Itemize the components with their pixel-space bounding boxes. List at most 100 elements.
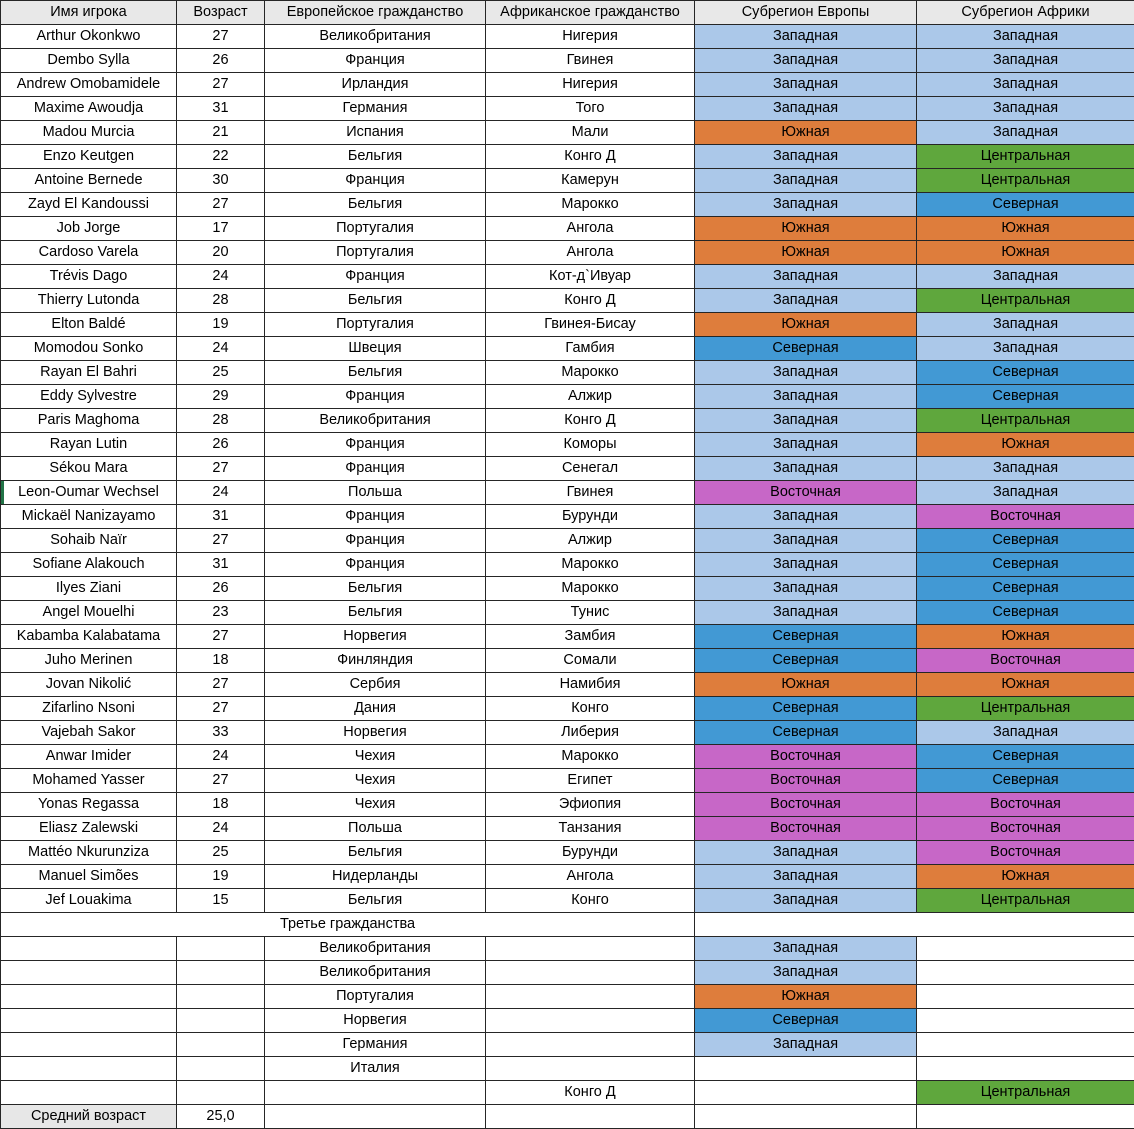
africa-subregion-cell[interactable]: Западная — [917, 49, 1134, 73]
player-name-cell[interactable]: Jovan Nikolić — [1, 673, 177, 697]
africa-subregion-cell[interactable]: Восточная — [917, 841, 1134, 865]
euro-citizenship-cell[interactable]: Швеция — [265, 337, 486, 361]
african-citizenship-cell[interactable]: Алжир — [486, 385, 695, 409]
africa-subregion-cell[interactable]: Западная — [917, 265, 1134, 289]
player-name-cell[interactable]: Yonas Regassa — [1, 793, 177, 817]
africa-subregion-cell[interactable]: Восточная — [917, 505, 1134, 529]
african-citizenship-cell[interactable]: Конго — [486, 697, 695, 721]
age-cell[interactable]: 26 — [177, 49, 265, 73]
europe-subregion-cell[interactable]: Западная — [695, 49, 917, 73]
age-cell[interactable]: 24 — [177, 481, 265, 505]
age-cell[interactable]: 15 — [177, 889, 265, 913]
euro-citizenship-cell[interactable]: Италия — [265, 1057, 486, 1081]
africa-subregion-cell[interactable]: Северная — [917, 193, 1134, 217]
player-name-cell[interactable]: Manuel Simões — [1, 865, 177, 889]
player-name-cell[interactable]: Ilyes Ziani — [1, 577, 177, 601]
europe-subregion-cell[interactable]: Западная — [695, 577, 917, 601]
euro-citizenship-cell[interactable]: Франция — [265, 457, 486, 481]
african-citizenship-cell[interactable] — [486, 937, 695, 961]
player-name-cell[interactable]: Sohaib Naïr — [1, 529, 177, 553]
player-name-cell[interactable]: Anwar Imider — [1, 745, 177, 769]
player-name-cell[interactable]: Andrew Omobamidele — [1, 73, 177, 97]
empty-cell[interactable] — [177, 1033, 265, 1057]
empty-cell[interactable] — [265, 1105, 486, 1129]
african-citizenship-cell[interactable]: Замбия — [486, 625, 695, 649]
player-name-cell[interactable]: Zifarlino Nsoni — [1, 697, 177, 721]
empty-cell[interactable] — [1, 1009, 177, 1033]
player-name-cell[interactable]: Paris Maghoma — [1, 409, 177, 433]
africa-subregion-cell[interactable]: Восточная — [917, 793, 1134, 817]
age-cell[interactable]: 24 — [177, 817, 265, 841]
euro-citizenship-cell[interactable]: Чехия — [265, 745, 486, 769]
african-citizenship-cell[interactable] — [486, 1057, 695, 1081]
african-citizenship-cell[interactable]: Нигерия — [486, 73, 695, 97]
african-citizenship-cell[interactable]: Марокко — [486, 193, 695, 217]
header-age[interactable]: Возраст — [177, 1, 265, 25]
player-name-cell[interactable]: Momodou Sonko — [1, 337, 177, 361]
empty-cell[interactable] — [1, 937, 177, 961]
europe-subregion-cell[interactable]: Западная — [695, 937, 917, 961]
europe-subregion-cell[interactable]: Восточная — [695, 481, 917, 505]
europe-subregion-cell[interactable]: Северная — [695, 721, 917, 745]
player-name-cell[interactable]: Rayan El Bahri — [1, 361, 177, 385]
player-name-cell[interactable]: Mohamed Yasser — [1, 769, 177, 793]
empty-cell[interactable] — [177, 1081, 265, 1105]
african-citizenship-cell[interactable]: Конго Д — [486, 1081, 695, 1105]
header-african-citizenship[interactable]: Африканское гражданство — [486, 1, 695, 25]
age-cell[interactable]: 26 — [177, 577, 265, 601]
player-name-cell[interactable]: Arthur Okonkwo — [1, 25, 177, 49]
player-name-cell[interactable]: Juho Merinen — [1, 649, 177, 673]
euro-citizenship-cell[interactable]: Франция — [265, 505, 486, 529]
euro-citizenship-cell[interactable]: Сербия — [265, 673, 486, 697]
euro-citizenship-cell[interactable]: Франция — [265, 49, 486, 73]
player-name-cell[interactable]: Sofiane Alakouch — [1, 553, 177, 577]
euro-citizenship-cell[interactable]: Бельгия — [265, 145, 486, 169]
african-citizenship-cell[interactable]: Сенегал — [486, 457, 695, 481]
euro-citizenship-cell[interactable]: Норвегия — [265, 625, 486, 649]
euro-citizenship-cell[interactable]: Великобритания — [265, 25, 486, 49]
africa-subregion-cell[interactable]: Западная — [917, 25, 1134, 49]
age-cell[interactable]: 27 — [177, 457, 265, 481]
africa-subregion-cell[interactable]: Южная — [917, 673, 1134, 697]
empty-cell[interactable] — [1, 1081, 177, 1105]
empty-cell[interactable] — [177, 1057, 265, 1081]
europe-subregion-cell[interactable]: Западная — [695, 361, 917, 385]
europe-subregion-cell[interactable]: Восточная — [695, 769, 917, 793]
europe-subregion-cell[interactable]: Западная — [695, 25, 917, 49]
africa-subregion-cell[interactable]: Северная — [917, 577, 1134, 601]
age-cell[interactable]: 17 — [177, 217, 265, 241]
age-cell[interactable]: 27 — [177, 673, 265, 697]
empty-cell[interactable] — [1, 1033, 177, 1057]
africa-subregion-cell[interactable]: Северная — [917, 553, 1134, 577]
empty-cell[interactable] — [177, 961, 265, 985]
player-name-cell[interactable]: Madou Murcia — [1, 121, 177, 145]
africa-subregion-cell[interactable]: Южная — [917, 241, 1134, 265]
player-name-cell[interactable]: Antoine Bernede — [1, 169, 177, 193]
africa-subregion-cell[interactable]: Северная — [917, 601, 1134, 625]
europe-subregion-cell[interactable]: Южная — [695, 121, 917, 145]
africa-subregion-cell[interactable] — [917, 1057, 1134, 1081]
empty-cell[interactable] — [917, 1105, 1134, 1129]
age-cell[interactable]: 26 — [177, 433, 265, 457]
africa-subregion-cell[interactable] — [917, 961, 1134, 985]
african-citizenship-cell[interactable]: Гвинея — [486, 481, 695, 505]
player-name-cell[interactable]: Job Jorge — [1, 217, 177, 241]
header-africa-subregion[interactable]: Субрегион Африки — [917, 1, 1134, 25]
africa-subregion-cell[interactable]: Восточная — [917, 817, 1134, 841]
europe-subregion-cell[interactable]: Южная — [695, 313, 917, 337]
africa-subregion-cell[interactable] — [917, 1033, 1134, 1057]
age-cell[interactable]: 27 — [177, 697, 265, 721]
euro-citizenship-cell[interactable]: Португалия — [265, 985, 486, 1009]
europe-subregion-cell[interactable]: Западная — [695, 889, 917, 913]
europe-subregion-cell[interactable]: Западная — [695, 433, 917, 457]
age-cell[interactable]: 24 — [177, 745, 265, 769]
europe-subregion-cell[interactable]: Западная — [695, 265, 917, 289]
europe-subregion-cell[interactable]: Западная — [695, 601, 917, 625]
player-name-cell[interactable]: Kabamba Kalabatama — [1, 625, 177, 649]
african-citizenship-cell[interactable] — [486, 1009, 695, 1033]
african-citizenship-cell[interactable]: Бурунди — [486, 841, 695, 865]
player-name-cell[interactable]: Eddy Sylvestre — [1, 385, 177, 409]
europe-subregion-cell[interactable]: Западная — [695, 841, 917, 865]
euro-citizenship-cell[interactable]: Бельгия — [265, 889, 486, 913]
europe-subregion-cell[interactable]: Западная — [695, 409, 917, 433]
